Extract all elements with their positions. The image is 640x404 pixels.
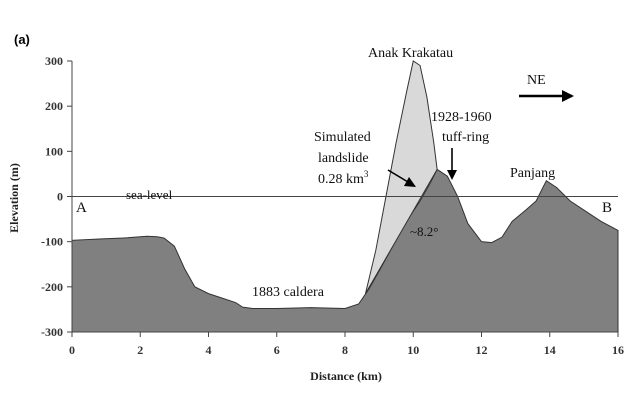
- y-tick-label: 300: [45, 54, 63, 68]
- x-tick-label: 12: [476, 343, 488, 357]
- landslide-arrow: [387, 169, 409, 183]
- x-tick-label: 0: [69, 343, 75, 357]
- direction-label: NE: [527, 73, 546, 88]
- direction-arrow-head: [562, 90, 574, 102]
- panjang-label: Panjang: [510, 166, 555, 181]
- x-tick-label: 2: [137, 343, 143, 357]
- y-tick-label: -300: [41, 325, 63, 339]
- x-tick-label: 6: [274, 343, 280, 357]
- y-axis-title: Elevation (m): [7, 163, 21, 233]
- landslide-volume-superscript: 3: [364, 169, 369, 179]
- landslide-label-line3: 0.28 km3: [318, 169, 369, 187]
- landslide-label-line1: Simulated: [314, 130, 371, 145]
- y-tick-label: 200: [45, 99, 63, 113]
- y-tick-label: -100: [41, 235, 63, 249]
- x-tick-label: 10: [407, 343, 419, 357]
- slope-angle-label: ~8.2°: [410, 224, 438, 239]
- landslide-volume: 0.28 km: [318, 172, 364, 187]
- x-tick-label: 8: [342, 343, 348, 357]
- endpoint-label-a: A: [76, 200, 87, 216]
- landslide-arrow-head: [404, 177, 416, 187]
- x-axis-title: Distance (km): [310, 369, 382, 383]
- y-tick-label: 100: [45, 144, 63, 158]
- tick-labels: 300 200 100 0 -100 -200 -300 0 2 4 6 8 10 12 14 16: [41, 54, 624, 357]
- y-tick-label: 0: [57, 190, 63, 204]
- panel-label: (a): [14, 32, 30, 47]
- tuff-ring-arrow-head: [447, 170, 457, 180]
- x-tick-label: 4: [206, 343, 212, 357]
- sea-level-label: sea-level: [126, 187, 173, 202]
- x-tick-label: 16: [612, 343, 624, 357]
- caldera-label: 1883 caldera: [252, 285, 325, 300]
- y-tick-label: -200: [41, 280, 63, 294]
- endpoint-label-b: B: [602, 200, 612, 216]
- landslide-label-line2: landslide: [318, 151, 369, 166]
- anak-krakatau-label: Anak Krakatau: [368, 46, 453, 61]
- x-tick-label: 14: [544, 343, 556, 357]
- tuff-ring-label-line1: 1928-1960: [431, 110, 492, 125]
- tuff-ring-label-line2: tuff-ring: [442, 130, 489, 145]
